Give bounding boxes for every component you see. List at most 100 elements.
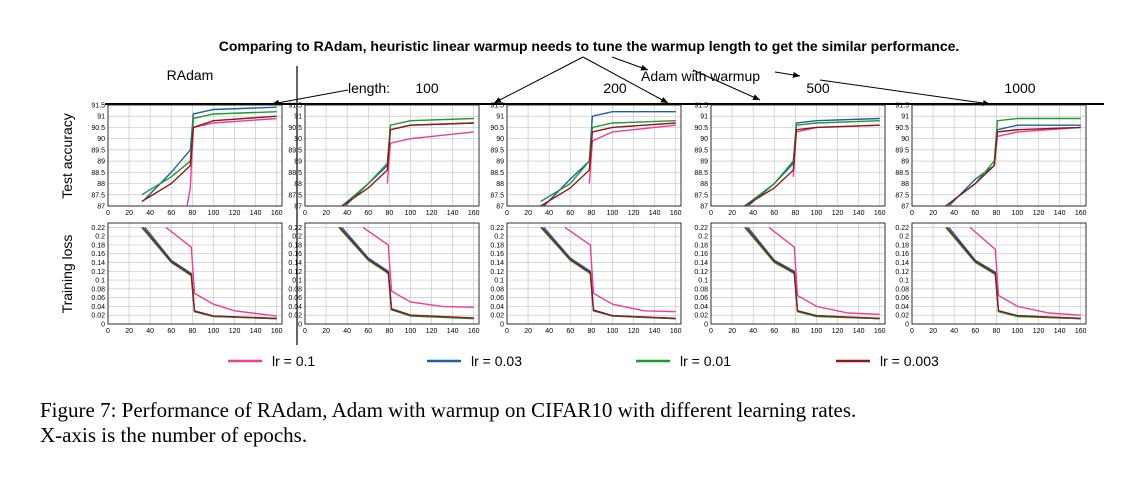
y-tick-label: 0.06: [895, 295, 909, 302]
y-tick-label: 0.12: [694, 269, 708, 276]
y-tick-label: 0.14: [288, 260, 302, 267]
x-tick-label: 120: [229, 328, 241, 335]
x-tick-label: 100: [607, 328, 619, 335]
x-tick-label: 0: [106, 210, 110, 217]
x-tick-label: 20: [929, 328, 937, 335]
y-tick-label: 0: [101, 322, 105, 329]
series-group: [141, 106, 277, 206]
series-group: [945, 117, 1081, 206]
y-tick-label: 87: [700, 204, 708, 211]
y-tick-label: 90: [700, 136, 708, 143]
series-line-lr-0-03: [341, 226, 474, 319]
y-tick-label: 88: [97, 181, 105, 188]
x-tick-label: 100: [811, 210, 823, 217]
y-tick-label: 89.5: [91, 147, 105, 154]
x-tick-label: 60: [971, 328, 979, 335]
series-line-lr-0-003: [341, 122, 474, 206]
x-tick-label: 0: [303, 210, 307, 217]
x-tick-label: 80: [188, 328, 196, 335]
y-tick-label: 0.16: [490, 251, 504, 258]
column-titles: 100 200 500 1000: [415, 80, 1035, 96]
y-tick-label: 0.22: [288, 225, 302, 232]
x-tick-label: 140: [649, 210, 661, 217]
panel-frame: [506, 104, 682, 207]
series-line-lr-0-03: [144, 226, 277, 320]
y-tick-label: 88: [901, 181, 909, 188]
x-tick-label: 40: [545, 328, 553, 335]
radam-label: RAdam: [167, 67, 214, 83]
x-tick-label: 60: [566, 210, 574, 217]
y-tick-label: 87.5: [91, 192, 105, 199]
x-tick-label: 140: [853, 328, 865, 335]
x-tick-label: 60: [770, 328, 778, 335]
y-tick-label: 0.16: [694, 251, 708, 258]
y-tick-label: 0.18: [895, 242, 909, 249]
y-tick-label: 0.04: [91, 304, 105, 311]
series-line-lr-0-1: [993, 126, 1081, 166]
x-tick-label: 120: [628, 328, 640, 335]
x-tick-label: 0: [709, 328, 713, 335]
x-tick-label: 40: [146, 328, 154, 335]
series-group: [744, 117, 880, 206]
x-tick-label: 80: [385, 210, 393, 217]
y-tick-label: 0.2: [899, 234, 909, 241]
y-tick-label: 0.22: [490, 225, 504, 232]
y-tick-label: 90.5: [490, 125, 504, 132]
panel-frame: [710, 222, 886, 325]
y-tick-label: 0.18: [490, 242, 504, 249]
x-tick-label: 100: [208, 210, 220, 217]
y-tick-label: 0.06: [490, 295, 504, 302]
x-tick-label: 160: [670, 210, 682, 217]
series-line-lr-0-01: [744, 226, 880, 320]
x-tick-label: 80: [385, 328, 393, 335]
y-tick-label: 90.5: [91, 125, 105, 132]
y-tick-label: 0.1: [698, 278, 708, 285]
series-line-lr-0-003: [946, 226, 1081, 319]
x-tick-label: 160: [874, 210, 886, 217]
x-tick-label: 100: [1012, 328, 1024, 335]
x-tick-label: 40: [950, 210, 958, 217]
y-tick-label: 0.12: [91, 269, 105, 276]
x-tick-label: 0: [106, 328, 110, 335]
series-line-lr-0-003: [745, 226, 880, 319]
header-arrow-4: [774, 71, 801, 78]
panel-loss-4: 0 0.02 0.04 0.06 0.080.1 0.12 0.14 0.16 0.180.2 0…: [895, 222, 1087, 335]
panel-frame: [304, 104, 480, 207]
x-tick-label: 60: [167, 210, 175, 217]
x-tick-label: 0: [303, 328, 307, 335]
series-line-lr-0-003: [339, 226, 474, 319]
x-tick-label: 60: [566, 328, 574, 335]
y-tick-label: 0.1: [95, 278, 105, 285]
y-tick-label: 0.04: [895, 304, 909, 311]
y-tick-label: 87: [496, 204, 504, 211]
y-tick-label: 91: [901, 114, 909, 121]
header-arrow-500: [692, 69, 761, 101]
y-tick-label: 0.06: [91, 295, 105, 302]
x-tick-label: 100: [1012, 210, 1024, 217]
y-tick-label: 87.5: [895, 192, 909, 199]
y-tick-label: 88.5: [288, 170, 302, 177]
panel-frame: [506, 222, 682, 325]
row-labels: Test accuracy Training loss: [59, 113, 75, 313]
x-tick-label: 100: [607, 210, 619, 217]
series-line-lr-0-003: [744, 124, 880, 206]
y-tick-label: 0.18: [694, 242, 708, 249]
y-tick-label: 89: [496, 159, 504, 166]
y-tick-label: 0.02: [91, 313, 105, 320]
y-tick-label: 0.16: [895, 251, 909, 258]
y-tick-label: 87.5: [288, 192, 302, 199]
y-tick-label: 0.14: [895, 260, 909, 267]
series-line-lr-0-003: [541, 226, 676, 319]
panel-accuracy-2: 87 87.5 88 88.5 89 89.5 90 90.5 91 91.5 0 20 40 60 80 1…: [490, 103, 681, 218]
header-arrow-2: [582, 56, 669, 104]
x-tick-label: 120: [426, 210, 438, 217]
x-tick-label: 80: [992, 328, 1000, 335]
x-tick-label: 80: [587, 210, 595, 217]
y-tick-label: 0.12: [895, 269, 909, 276]
x-tick-label: 0: [910, 328, 914, 335]
panel-frame: [710, 104, 886, 207]
panel-accuracy-4: 87 87.5 88 88.5 89 89.5 90 90.5 91 91.5 0 20 40 60 80 1…: [895, 103, 1086, 218]
y-tick-label: 91.5: [895, 103, 909, 110]
y-tick-label: 87: [901, 204, 909, 211]
headline: Comparing to RAdam, heuristic linear war…: [219, 38, 960, 54]
